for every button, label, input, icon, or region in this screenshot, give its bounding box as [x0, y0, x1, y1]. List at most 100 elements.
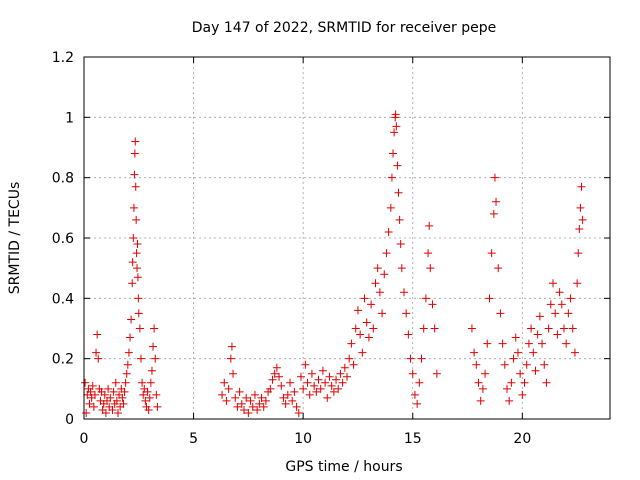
- data-point: [122, 369, 131, 378]
- data-point: [474, 378, 483, 387]
- data-point: [109, 387, 118, 396]
- data-point: [303, 378, 312, 387]
- data-point: [529, 348, 538, 357]
- x-tick-label: 5: [189, 431, 198, 447]
- data-point: [540, 360, 549, 369]
- data-point: [353, 306, 362, 315]
- data-point: [281, 399, 290, 408]
- data-point: [279, 393, 288, 402]
- data-point: [511, 333, 520, 342]
- data-point: [549, 279, 558, 288]
- data-point: [516, 369, 525, 378]
- data-point: [498, 339, 507, 348]
- data-point: [566, 294, 575, 303]
- data-point: [538, 339, 547, 348]
- data-point: [82, 408, 91, 417]
- data-point: [349, 360, 358, 369]
- data-point: [576, 203, 585, 212]
- y-tick-label: 0.8: [52, 171, 74, 187]
- data-point: [396, 240, 405, 249]
- data-point: [334, 384, 343, 393]
- data-point: [220, 378, 229, 387]
- data-point: [136, 354, 145, 363]
- data-point: [485, 294, 494, 303]
- data-point: [124, 348, 133, 357]
- data-point: [108, 405, 117, 414]
- y-tick-label: 0: [65, 412, 74, 428]
- data-point: [272, 363, 281, 372]
- data-point: [492, 197, 501, 206]
- data-point: [343, 372, 351, 381]
- data-points: [81, 110, 587, 417]
- data-point: [340, 363, 349, 372]
- data-point: [570, 348, 579, 357]
- data-point: [218, 390, 227, 399]
- data-point: [393, 161, 402, 170]
- data-point: [518, 390, 527, 399]
- data-point: [121, 378, 130, 387]
- y-tick-label: 1: [65, 110, 74, 126]
- data-point: [305, 390, 314, 399]
- data-point: [323, 393, 332, 402]
- data-point: [509, 354, 518, 363]
- data-point: [574, 249, 583, 258]
- data-point: [257, 393, 266, 402]
- data-point: [288, 396, 297, 405]
- data-point: [146, 378, 155, 387]
- data-point: [426, 264, 435, 273]
- data-point: [100, 390, 109, 399]
- grid-lines: [84, 57, 610, 419]
- data-point: [314, 375, 323, 384]
- data-point: [386, 203, 395, 212]
- data-point: [380, 270, 389, 279]
- y-tick-label: 0.6: [52, 231, 74, 247]
- data-point: [133, 273, 142, 282]
- data-point: [472, 360, 481, 369]
- data-point: [487, 249, 496, 258]
- data-point: [301, 360, 310, 369]
- data-point: [131, 137, 140, 146]
- data-point: [226, 354, 235, 363]
- data-point: [415, 378, 424, 387]
- data-point: [559, 324, 568, 333]
- data-point: [522, 360, 531, 369]
- data-point: [578, 215, 587, 224]
- data-point: [356, 330, 365, 339]
- data-point: [378, 309, 387, 318]
- data-point: [81, 378, 90, 387]
- data-point: [375, 288, 384, 297]
- data-point: [404, 330, 413, 339]
- data-point: [367, 300, 376, 309]
- data-point: [505, 396, 514, 405]
- data-point: [555, 288, 564, 297]
- data-point: [133, 264, 142, 273]
- data-point: [362, 318, 371, 327]
- data-point: [231, 393, 240, 402]
- x-tick-label: 20: [513, 431, 531, 447]
- data-point: [129, 234, 138, 242]
- data-point: [494, 264, 503, 273]
- data-point: [382, 249, 391, 258]
- data-point: [496, 309, 505, 318]
- data-point: [575, 224, 584, 233]
- data-point: [129, 203, 138, 212]
- data-point: [104, 384, 113, 393]
- y-tick-label: 0.4: [52, 291, 74, 307]
- data-point: [290, 387, 299, 396]
- data-point: [152, 390, 161, 399]
- data-point: [128, 279, 137, 288]
- data-point: [85, 399, 94, 408]
- data-point: [283, 390, 292, 399]
- data-point: [369, 324, 378, 333]
- data-point: [557, 300, 566, 309]
- data-point: [94, 354, 103, 363]
- data-point: [133, 240, 142, 249]
- data-point: [391, 110, 400, 119]
- data-point: [310, 381, 319, 390]
- data-point: [345, 354, 354, 363]
- data-point: [325, 372, 334, 381]
- data-point: [332, 375, 341, 384]
- data-point: [424, 249, 433, 258]
- data-point: [481, 369, 490, 378]
